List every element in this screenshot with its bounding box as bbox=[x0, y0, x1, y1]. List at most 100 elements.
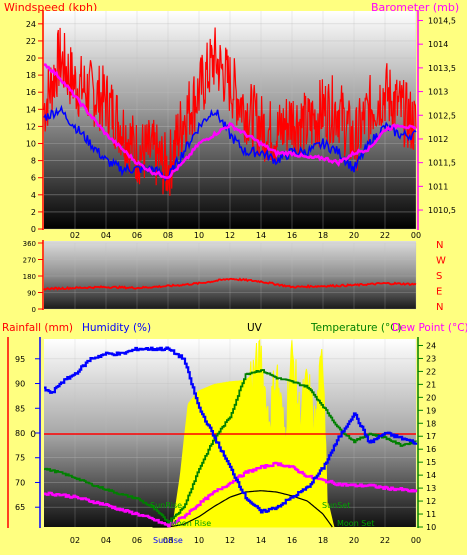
temperature-tick-label: 14 bbox=[426, 471, 436, 480]
barometer-tick-label: 1013 bbox=[428, 88, 448, 97]
humidity-tick-label: 80 bbox=[15, 429, 25, 438]
humidity-title: Humidity (%) bbox=[82, 322, 151, 334]
time-label: 08 bbox=[163, 536, 173, 545]
temperature-tick-label: 15 bbox=[426, 458, 436, 467]
time-label: 14 bbox=[256, 231, 266, 240]
windspeed-tick-label: 10 bbox=[26, 140, 36, 149]
time-label: 18 bbox=[318, 536, 328, 545]
time-label: 10 bbox=[194, 536, 204, 545]
time-label: 22 bbox=[380, 536, 390, 545]
time-label: 08 bbox=[163, 231, 173, 240]
rainfall-title: Rainfall (mm) bbox=[2, 322, 73, 334]
temperature-tick-label: 12 bbox=[426, 497, 436, 506]
rainfall-tick: 0 bbox=[30, 430, 36, 440]
windspeed-time-labels: 02 04 06 08 10 12 14 16 18 20 22 00 bbox=[70, 231, 421, 240]
temperature-tick-label: 17 bbox=[426, 432, 436, 441]
humidity-line bbox=[44, 346, 418, 514]
sunrise-annotation: SunRise bbox=[150, 501, 182, 510]
barometer-tick-label: 1014 bbox=[428, 40, 448, 49]
windspeed-tick-label: 8 bbox=[31, 157, 36, 166]
temperature-tick-label: 10 bbox=[426, 523, 436, 532]
direction-tick-label: 0 bbox=[32, 306, 36, 314]
direction-series bbox=[43, 277, 417, 291]
windspeed-tick-label: 0 bbox=[31, 225, 36, 234]
time-label: 04 bbox=[101, 536, 111, 545]
temperature-tick-label: 11 bbox=[426, 510, 436, 519]
humidity-tick-label: 75 bbox=[15, 454, 25, 463]
temperature-tick-label: 18 bbox=[426, 419, 436, 428]
barometer-tick-label: 1012,5 bbox=[428, 111, 456, 120]
windspeed-tick-label: 18 bbox=[26, 71, 36, 80]
gust-line bbox=[43, 27, 417, 196]
temperature-line bbox=[44, 369, 417, 524]
barometer-tick-label: 1011 bbox=[428, 182, 448, 191]
barometer-tick-labels: 1010,5 1011 1011,5 1012 1012,5 1013 1013,5 1014… bbox=[428, 16, 456, 215]
windspeed-tick-label: 22 bbox=[26, 37, 36, 46]
sunset-annotation: SunSet bbox=[322, 501, 350, 510]
direction-tick-label: 180 bbox=[23, 273, 36, 281]
time-label: 02 bbox=[70, 536, 80, 545]
barometer-tick-label: 1013,5 bbox=[428, 64, 456, 73]
time-label: 00 bbox=[411, 231, 421, 240]
humidity-tick-label: 70 bbox=[15, 478, 25, 487]
compass-label: N bbox=[436, 240, 443, 251]
windspeed-title: Windspeed (kph) bbox=[4, 1, 97, 14]
direction-grid bbox=[38, 242, 417, 310]
windspeed-tick-label: 20 bbox=[26, 54, 36, 63]
temperature-title: Temperature (°C) bbox=[310, 322, 402, 334]
sunrise-time-label: Sunrise bbox=[153, 536, 183, 545]
direction-tick-label: 270 bbox=[23, 257, 36, 265]
time-label: 20 bbox=[349, 536, 359, 545]
temperature-tick-label: 20 bbox=[426, 393, 436, 402]
barometer-title: Barometer (mb) bbox=[371, 1, 459, 14]
windspeed-tick-label: 2 bbox=[31, 208, 36, 217]
direction-line bbox=[43, 277, 417, 291]
time-label: 12 bbox=[225, 536, 235, 545]
direction-plot-area bbox=[44, 241, 416, 309]
barometer-tick-label: 1010,5 bbox=[428, 206, 456, 215]
humidity-tick-labels: 65 70 75 80 85 90 95 bbox=[15, 355, 25, 512]
compass-label: S bbox=[436, 271, 442, 282]
temperature-tick-label: 22 bbox=[426, 367, 436, 376]
windspeed-tick-label: 16 bbox=[26, 88, 36, 97]
windspeed-tick-label: 4 bbox=[31, 191, 36, 200]
windspeed-series bbox=[43, 27, 417, 196]
temperature-tick-label: 21 bbox=[426, 380, 436, 389]
temperature-tick-labels: 10 11 12 13 14 15 16 17 18 19 20 21 22 23 24 bbox=[426, 341, 436, 532]
temperature-tick-label: 16 bbox=[426, 445, 436, 454]
time-label: 12 bbox=[225, 231, 235, 240]
moonrise-annotation: Moon Rise bbox=[170, 519, 211, 528]
time-label: 16 bbox=[287, 536, 297, 545]
time-label: 18 bbox=[318, 231, 328, 240]
compass-label: W bbox=[436, 256, 446, 267]
temperature-tick-label: 23 bbox=[426, 354, 436, 363]
windspeed-tick-label: 12 bbox=[26, 122, 36, 131]
time-label: 10 bbox=[194, 231, 204, 240]
time-label: 06 bbox=[132, 536, 142, 545]
moonset-annotation: Moon Set bbox=[337, 519, 374, 528]
climate-series bbox=[44, 346, 418, 528]
time-label: 02 bbox=[70, 231, 80, 240]
uv-title: UV bbox=[247, 322, 263, 334]
compass-label: N bbox=[436, 302, 443, 313]
windspeed-tick-label: 14 bbox=[26, 105, 36, 114]
compass-label: E bbox=[436, 287, 442, 298]
time-label: 16 bbox=[287, 231, 297, 240]
dewpoint-line bbox=[44, 461, 418, 528]
temperature-tick-label: 19 bbox=[426, 406, 436, 415]
dewpoint-title: Dew Point (°C) bbox=[392, 322, 467, 334]
temperature-tick-label: 13 bbox=[426, 484, 436, 493]
average-wind-line bbox=[43, 104, 417, 182]
time-label: 04 bbox=[101, 231, 111, 240]
humidity-tick-label: 95 bbox=[15, 355, 25, 364]
climate-time-labels: 02 04 06 08 10 12 14 16 18 20 22 00 bbox=[70, 536, 421, 545]
barometer-tick-label: 1014,5 bbox=[428, 16, 456, 25]
time-label: 22 bbox=[380, 231, 390, 240]
time-label: 14 bbox=[256, 536, 266, 545]
barometer-tick-label: 1011,5 bbox=[428, 159, 456, 168]
time-label: 06 bbox=[132, 231, 142, 240]
humidity-tick-label: 90 bbox=[15, 380, 25, 389]
